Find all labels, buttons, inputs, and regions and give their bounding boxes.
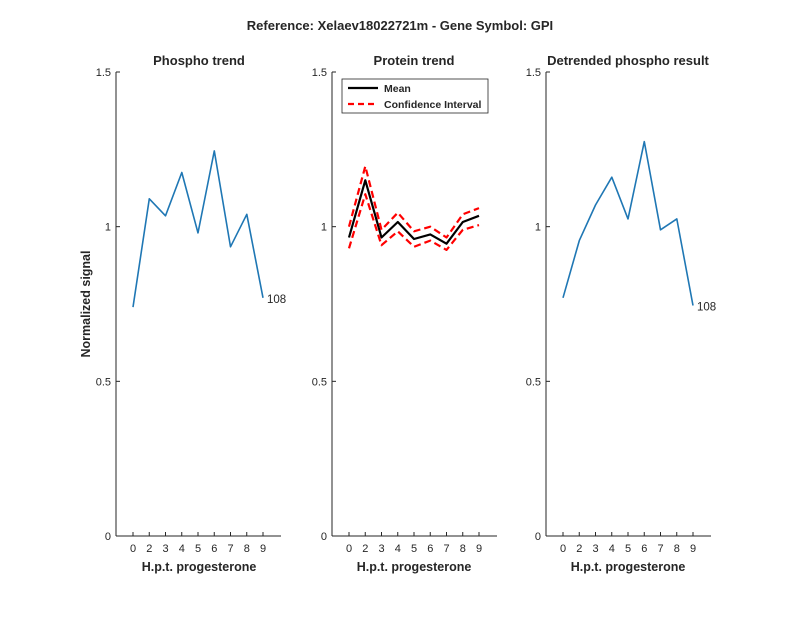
y-tick-label: 1: [105, 222, 111, 234]
y-tick-label: 1: [535, 222, 541, 234]
data-annotation: 108: [697, 302, 716, 314]
x-tick-label: 5: [411, 543, 417, 555]
x-tick-label: 9: [260, 543, 266, 555]
y-tick-label: 0.5: [526, 376, 541, 388]
x-tick-label: 8: [460, 543, 466, 555]
x-tick-label: 9: [690, 543, 696, 555]
x-tick-label: 7: [227, 543, 233, 555]
x-tick-label: 7: [443, 543, 449, 555]
y-tick-label: 1.5: [312, 67, 327, 79]
y-ticks: 0 0.5 1 1.5: [312, 67, 336, 543]
x-tick-label: 2: [146, 543, 152, 555]
x-tick-label: 2: [362, 543, 368, 555]
chart-title: Detrended phospho result: [547, 53, 709, 68]
figure-title: Reference: Xelaev18022721m - Gene Symbol…: [247, 18, 553, 33]
y-ticks: 0 0.5 1 1.5: [526, 67, 550, 543]
x-tick-label: 6: [427, 543, 433, 555]
x-tick-label: 0: [560, 543, 566, 555]
y-tick-label: 0.5: [312, 376, 327, 388]
y-tick-label: 0.5: [96, 376, 111, 388]
x-tick-label: 9: [476, 543, 482, 555]
series-line-ci-2: [347, 193, 480, 251]
x-axis-label: H.p.t. progesterone: [357, 560, 472, 574]
x-tick-label: 6: [211, 543, 217, 555]
y-tick-label: 0: [321, 531, 327, 543]
series-group: [347, 165, 480, 251]
x-tick-label: 7: [657, 543, 663, 555]
x-tick-label: 8: [674, 543, 680, 555]
y-tick-label: 1.5: [526, 67, 541, 79]
x-axis-label: H.p.t. progesterone: [142, 560, 257, 574]
legend: Mean Confidence Interval: [341, 78, 489, 114]
x-tick-label: 0: [130, 543, 136, 555]
y-tick-label: 0: [105, 531, 111, 543]
x-tick-label: 4: [179, 543, 185, 555]
x-tick-label: 5: [625, 543, 631, 555]
x-tick-label: 3: [592, 543, 598, 555]
x-tick-label: 3: [162, 543, 168, 555]
x-tick-label: 6: [641, 543, 647, 555]
x-tick-label: 4: [609, 543, 615, 555]
series-line-phospho: [132, 150, 264, 308]
x-axis-label: H.p.t. progesterone: [571, 560, 686, 574]
legend-box: [341, 78, 489, 114]
chart-title: Protein trend: [374, 53, 455, 68]
chart-title: Phospho trend: [153, 53, 245, 68]
series-group: 108: [132, 150, 286, 308]
y-tick-label: 1: [321, 222, 327, 234]
y-tick-label: 0: [535, 531, 541, 543]
y-tick-label: 1.5: [96, 67, 111, 79]
data-annotation: 108: [267, 294, 286, 306]
x-tick-label: 0: [346, 543, 352, 555]
series-line-confidence-interval: [347, 165, 480, 239]
x-tick-label: 2: [576, 543, 582, 555]
y-ticks: 0 0.5 1 1.5: [96, 67, 120, 543]
series-line-mean: [347, 179, 480, 245]
x-tick-label: 8: [244, 543, 250, 555]
x-tick-label: 5: [195, 543, 201, 555]
x-tick-label: 4: [395, 543, 401, 555]
x-tick-label: 3: [378, 543, 384, 555]
series-line-detrended: [562, 140, 694, 306]
legend-label-ci: Confidence Interval: [384, 99, 482, 111]
y-axis-label: Normalized signal: [79, 251, 93, 358]
legend-label-mean: Mean: [384, 83, 411, 95]
series-group: 108: [562, 140, 716, 314]
